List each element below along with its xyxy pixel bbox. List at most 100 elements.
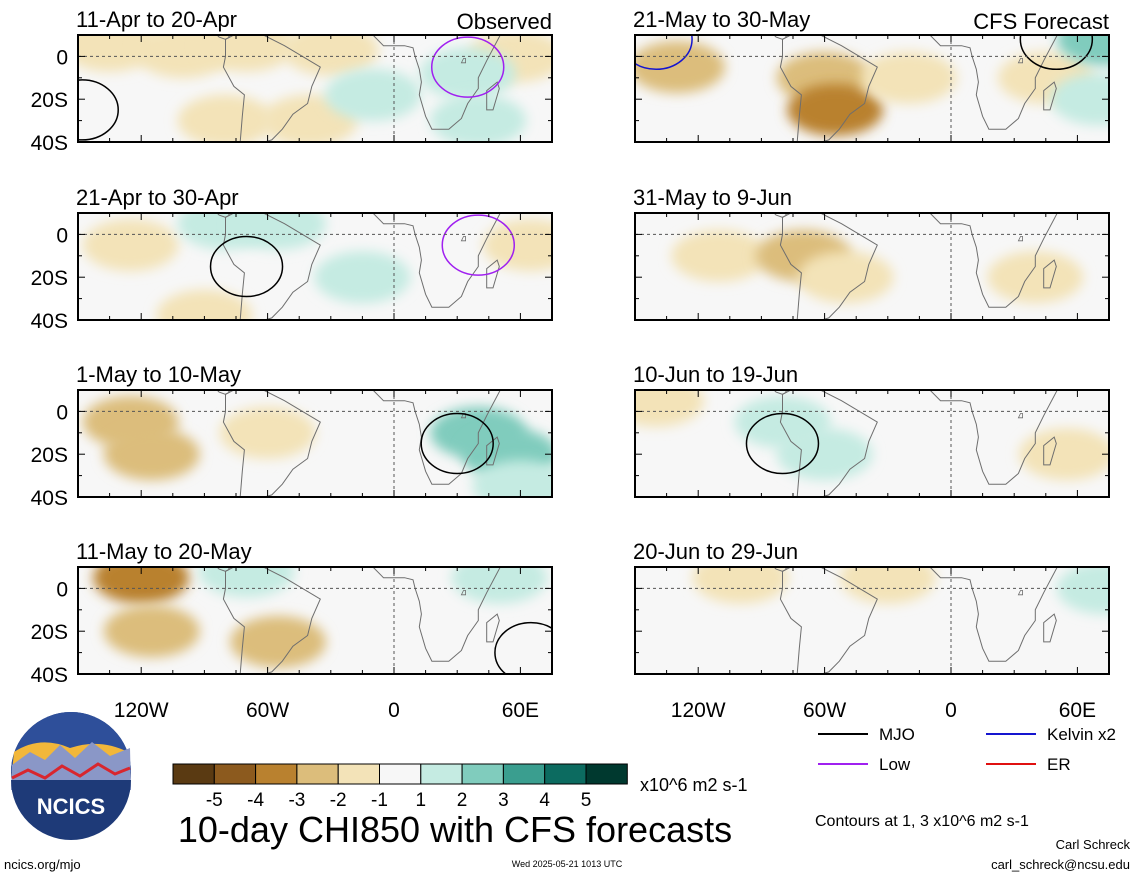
coastline [779,213,878,320]
y-tick-label: 40S [31,310,68,333]
coastline [773,213,788,218]
x-tick-label: 0 [388,699,400,722]
y-tick-label: 0 [56,578,68,601]
colorbar-tick-label: -1 [371,790,388,811]
anomaly-blob [198,35,295,72]
author-name: Carl Schreck [1056,837,1131,852]
coastline [1043,81,1057,111]
panel-frame [77,389,553,498]
contour-mjo [745,412,820,475]
panel-period: 21-May to 30-May [633,7,810,32]
coastline [371,567,501,662]
anomaly-blob [860,51,957,104]
logo-text: NCICS [37,794,105,819]
coastline [486,81,500,111]
x-tick-label: 60W [246,699,289,722]
panels-group: 0 20S 40S 11-Apr to 20-Apr Observed 0 20S 40S 21… [31,7,1110,687]
colorbar-swatch [213,763,257,785]
x-tick-label: 60W [803,699,846,722]
panel-frame [77,212,553,321]
anomaly-blob [451,567,548,604]
panel-period: 20-Jun to 29-Jun [633,539,798,564]
colorbar-swatch [255,763,298,785]
colorbar-swatch [585,763,628,785]
colorbar-tick-label: 2 [457,790,468,811]
panel-8: 20-Jun to 29-Jun [633,539,1110,675]
x-tick-label: 120W [114,699,169,722]
contour-mjo [1019,35,1094,71]
y-tick-label: 40S [31,132,68,155]
coastline [773,567,788,572]
colorbar-swatch [172,763,215,785]
coastline [928,390,1058,485]
x-tick-label: 120W [671,699,726,722]
x-axis-ticks: 120W 60W 0 60E 120W 60W 0 60E [114,699,1096,722]
anomaly-blob [635,41,726,94]
colorbar-units: x10^6 m2 s-1 [640,775,748,795]
anomaly-blob [839,567,936,604]
anomaly-blob [1018,428,1109,481]
lake-outline [1017,590,1023,596]
colorbar-tick-label: -2 [330,790,347,811]
anomaly-blob [671,229,768,282]
anomaly-blob [776,428,873,481]
lake-outline [460,590,466,596]
y-tick-label: 20S [31,444,68,467]
anomaly-blob [103,428,200,481]
panel-type-label: CFS Forecast [973,9,1109,34]
y-tick-label: 0 [56,401,68,424]
coastline [222,390,321,497]
coastline [779,35,878,142]
panel-2: 0 20S 40S 21-Apr to 30-Apr [31,185,553,333]
lake-outline [460,236,466,242]
y-tick-label: 0 [56,46,68,69]
panel-1: 0 20S 40S 11-Apr to 20-Apr Observed [31,7,553,155]
panel-3: 0 20S 40S 1-May to 10-May [31,362,553,510]
colorbar-swatch [502,763,546,785]
anomaly-blob [219,406,316,459]
lake-outline [1017,58,1023,64]
legend-label: MJO [879,725,915,744]
panel-type-label: Observed [457,9,552,34]
panel-period: 11-Apr to 20-Apr [76,7,237,32]
x-tick-label: 60E [502,699,539,722]
ncics-logo: NCICS [11,712,131,840]
colorbar-tick-label: 1 [416,790,427,811]
lake-outline [460,58,466,64]
x-tick-label: 0 [945,699,957,722]
panel-period: 21-Apr to 30-Apr [76,185,239,210]
anomaly-blob [635,390,705,427]
panel-frame [634,34,1110,143]
anomaly-blob [482,219,552,272]
author-email: carl_schreck@ncsu.edu [991,857,1130,872]
anomaly-blob [156,289,253,320]
y-tick-label: 20S [31,267,68,290]
anomaly-blob [93,567,190,604]
anomaly-blob [472,460,552,497]
legend-label: ER [1047,755,1071,774]
coastline [371,390,501,485]
colorbar-tick-label: -4 [247,790,264,811]
coastline [1043,613,1057,643]
y-tick-label: 40S [31,487,68,510]
panel-period: 1-May to 10-May [76,362,241,387]
colorbar-swatch [296,763,339,785]
colorbar-swatch [379,763,422,785]
panel-5: 21-May to 30-May CFS Forecast [633,7,1110,143]
anomaly-blob [314,251,411,304]
anomaly-blob [1056,567,1109,615]
anomaly-blob [324,68,421,121]
colorbar-tick-label: 5 [581,790,592,811]
anomaly-blob [1056,35,1109,66]
anomaly-blob [797,251,894,304]
coastline [222,567,321,674]
coastline [486,613,500,643]
lake-outline [1017,236,1023,242]
panel-period: 31-May to 9-Jun [633,185,792,210]
colorbar-swatch [544,763,587,785]
anomaly-blob [177,94,274,142]
anomaly-blob [103,605,200,658]
contour-mjo [420,412,494,475]
panel-frame [77,566,553,675]
